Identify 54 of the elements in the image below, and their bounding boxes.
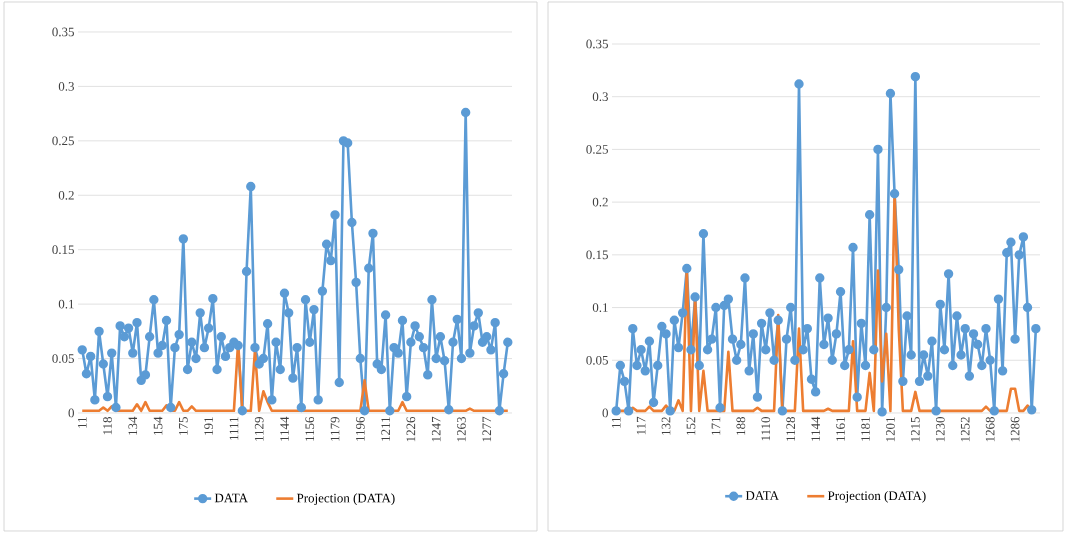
x-tick-label: 11 <box>77 417 87 428</box>
y-tick-label: 0.25 <box>52 136 74 146</box>
x-tick-label: 1110 <box>761 416 771 441</box>
y-tick-label: 0.35 <box>52 27 74 37</box>
x-tick-label: 118 <box>103 417 112 435</box>
x-tick-label: 171 <box>711 417 721 435</box>
x-tick-label: 1179 <box>330 417 340 441</box>
x-tick-label: 1144 <box>280 416 289 441</box>
y-tick-label: 0.1 <box>58 299 74 309</box>
y-tick-label: 0.15 <box>586 250 608 260</box>
x-tick-label: 152 <box>686 417 696 435</box>
x-tick-label: 1111 <box>229 417 239 440</box>
x-tick-label: 1230 <box>935 417 945 442</box>
legend-label: Projection (DATA) <box>827 490 926 503</box>
y-tick-label: 0.3 <box>58 82 74 91</box>
x-tick-label: 191 <box>204 417 213 435</box>
y-tick-label: 0.35 <box>586 39 608 49</box>
x-tick-label: 132 <box>661 417 671 435</box>
y-tick-label: 0.05 <box>586 355 608 365</box>
x-tick-label: 188 <box>736 417 746 435</box>
x-tick-label: 134 <box>128 416 138 435</box>
x-tick-label: 1226 <box>406 416 416 442</box>
x-tick-label: 1286 <box>1010 416 1020 442</box>
y-tick-label: 0.1 <box>592 303 608 312</box>
x-tick-label: 1277 <box>482 416 492 442</box>
x-tick-label: 175 <box>179 417 188 435</box>
x-tick-label: 1156 <box>305 416 315 441</box>
y-tick-label: 0.15 <box>52 245 74 255</box>
x-tick-label: 1215 <box>911 417 920 442</box>
y-tick-label: 0.05 <box>52 354 74 363</box>
x-tick-label: 154 <box>153 416 163 435</box>
y-tick-label: 0.25 <box>586 145 608 154</box>
legend-label: Projection (DATA) <box>296 493 395 506</box>
x-tick-label: 1128 <box>786 417 796 441</box>
legend-label: DATA <box>745 491 779 500</box>
x-tick-label: 1247 <box>431 416 441 442</box>
x-tick-label: 1129 <box>254 417 264 441</box>
x-tick-label: 1268 <box>985 417 995 442</box>
x-tick-label: 11 <box>611 417 621 428</box>
y-tick-label: 0 <box>602 408 608 418</box>
x-tick-label: 117 <box>636 416 646 435</box>
x-tick-label: 1196 <box>355 416 365 441</box>
x-tick-label: 1201 <box>886 417 895 442</box>
x-tick-label: 1181 <box>861 417 870 441</box>
y-tick-label: 0 <box>68 408 74 418</box>
y-tick-label: 0.2 <box>592 197 608 207</box>
x-tick-label: 1211 <box>381 417 390 441</box>
y-tick-label: 0.3 <box>592 92 608 102</box>
x-tick-label: 1263 <box>457 417 466 442</box>
x-tick-label: 1144 <box>811 416 820 441</box>
x-tick-label: 1252 <box>960 417 970 442</box>
legend-label: DATA <box>214 493 248 503</box>
x-tick-label: 1161 <box>836 417 845 441</box>
y-tick-label: 0.2 <box>58 190 74 200</box>
